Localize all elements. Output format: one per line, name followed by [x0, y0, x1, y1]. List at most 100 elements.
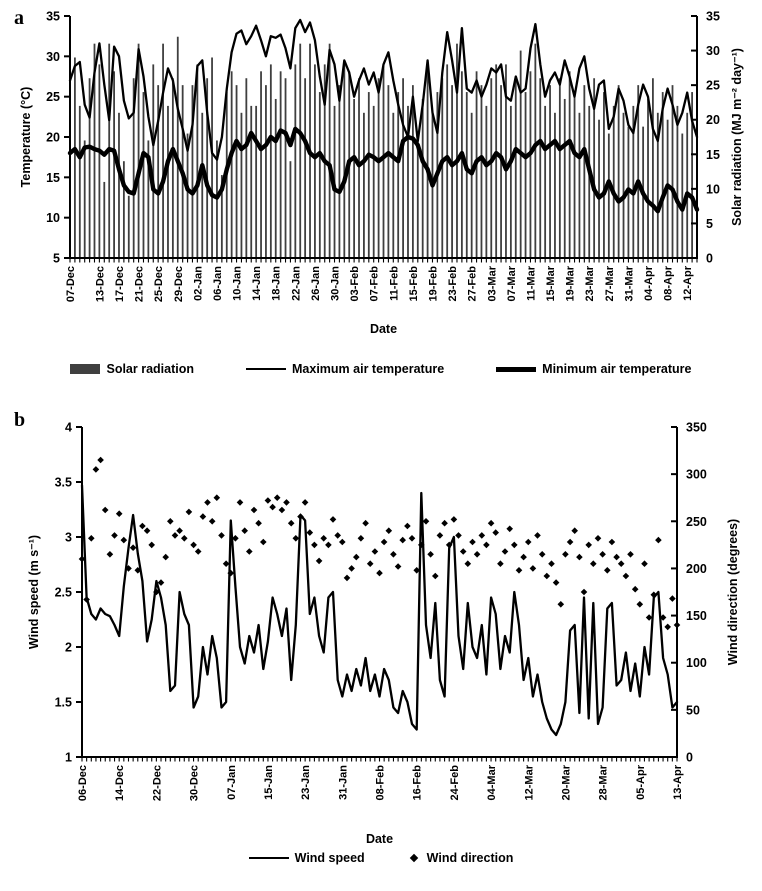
- x-tick-label: 13-Dec: [94, 266, 106, 302]
- y-right-tick-label: 30: [706, 44, 720, 58]
- solar-radiation-bar: [211, 57, 213, 258]
- legend-label-max-temperature: Maximum air temperature: [292, 362, 445, 376]
- wind-direction-marker: [218, 532, 225, 539]
- solar-radiation-bar: [83, 140, 86, 258]
- solar-radiation-bar: [265, 85, 267, 258]
- wind-direction-marker: [604, 567, 611, 574]
- y-right-tick-label: 35: [706, 10, 720, 24]
- x-tick-label: 15-Feb: [408, 266, 420, 302]
- solar-radiation-bar: [397, 92, 400, 258]
- solar-radiation-bar: [568, 71, 571, 258]
- solar-radiation-bar: [392, 112, 395, 258]
- solar-radiation-bar: [147, 140, 150, 258]
- solar-radiation-bar: [118, 112, 120, 258]
- solar-radiation-bar: [451, 85, 453, 258]
- x-tick-label: 29-Dec: [173, 266, 185, 302]
- solar-radiation-bar: [411, 85, 414, 258]
- wind-direction-marker: [534, 532, 541, 539]
- wind-direction-marker: [329, 516, 337, 523]
- solar-radiation-bar: [495, 64, 498, 259]
- wind-direction-marker: [134, 567, 142, 574]
- solar-radiation-bar: [500, 85, 502, 258]
- legend-item-solar-radiation: Solar radiation: [70, 362, 194, 376]
- solar-radiation-bar: [206, 78, 209, 258]
- wind-direction-marker: [222, 560, 230, 567]
- wind-direction-marker: [162, 553, 169, 561]
- wind-direction-marker: [655, 536, 662, 544]
- panel-a-chart: 5 10 15 20 25 30 35 0 5 10 15 20 25 30 35 07-Dec 13-Dec 1…: [19, 10, 744, 337]
- wind-direction-marker: [673, 621, 681, 629]
- x-tick-label: 02-Jan: [192, 266, 204, 301]
- wind-direction-marker: [241, 527, 248, 534]
- y-left-tick-label: 1.5: [55, 696, 72, 710]
- solar-radiation-bar: [338, 85, 341, 258]
- x-tick-label: 31-Jan: [337, 765, 349, 800]
- wind-direction-marker: [571, 527, 578, 534]
- x-tick-label: 30-Dec: [189, 765, 201, 801]
- wind-direction-marker: [473, 551, 481, 558]
- wind-direction-marker: [580, 588, 588, 596]
- x-tick-label: 22-Jan: [290, 266, 302, 301]
- solar-radiation-bar: [656, 112, 659, 258]
- wind-direction-marker: [594, 535, 602, 542]
- solar-radiation-bar: [382, 64, 385, 259]
- solar-radiation-swatch-icon: [70, 364, 101, 374]
- wind-direction-marker: [260, 538, 267, 546]
- solar-radiation-bar: [274, 98, 277, 258]
- solar-radiation-bar: [255, 105, 258, 258]
- wind-direction-marker: [529, 565, 537, 572]
- wind-speed-line: [80, 484, 679, 737]
- solar-radiation-bar: [113, 71, 115, 258]
- solar-radiation-bar: [245, 78, 248, 258]
- wind-direction-marker: [255, 519, 262, 527]
- y-right-tick-label: 0: [686, 751, 693, 765]
- wind-direction-marker: [315, 557, 323, 565]
- wind-direction-marker: [441, 519, 448, 527]
- wind-direction-marker: [366, 560, 374, 567]
- wind-direction-diamond-icon: [409, 853, 418, 863]
- wind-direction-marker: [636, 601, 644, 608]
- y-right-tick-label: 200: [686, 562, 707, 576]
- wind-direction-marker: [311, 541, 318, 549]
- wind-direction-marker: [455, 532, 462, 539]
- solar-radiation-bar: [607, 133, 610, 258]
- wind-direction-marker: [194, 548, 202, 555]
- x-tick-label: 08-Feb: [375, 765, 387, 801]
- x-tick-label: 07-Dec: [65, 266, 77, 302]
- x-tick-label: 08-Apr: [663, 265, 675, 301]
- y-right-axis-title: Solar radiation (MJ m⁻² day⁻¹): [730, 48, 744, 226]
- wind-direction-marker: [552, 579, 560, 586]
- x-tick-label: 23-Mar: [584, 265, 596, 301]
- y-right-tick-label: 0: [706, 252, 713, 266]
- legend-item-wind-direction: Wind direction: [407, 851, 513, 865]
- solar-radiation-bar: [299, 43, 302, 258]
- legend-item-max-temperature: Maximum air temperature: [246, 362, 444, 376]
- wind-direction-marker: [427, 551, 434, 558]
- wind-direction-marker: [278, 506, 286, 514]
- y-left-tick-label: 2: [65, 641, 72, 655]
- x-tick-label: 20-Mar: [560, 764, 572, 800]
- min-temperature-line-icon: [496, 366, 537, 372]
- wind-direction-marker: [185, 508, 193, 516]
- wind-direction-marker: [641, 560, 648, 567]
- x-tick-label: 19-Feb: [427, 266, 439, 302]
- solar-radiation-bar: [470, 112, 473, 258]
- solar-radiation-bar: [162, 43, 164, 258]
- wind-direction-marker: [157, 579, 165, 586]
- wind-direction-marker: [664, 623, 671, 631]
- solar-radiation-bar: [588, 105, 591, 258]
- y-right-tick-label: 5: [706, 217, 713, 231]
- solar-radiation-bar: [171, 78, 174, 258]
- solar-radiation-bar: [563, 98, 566, 258]
- wind-direction-marker: [497, 560, 504, 567]
- minimum-air-temperature-line: [67, 126, 700, 214]
- wind-direction-marker: [631, 585, 639, 593]
- solar-radiation-bar: [622, 112, 625, 258]
- wind-direction-marker: [650, 591, 658, 599]
- solar-radiation-bar: [509, 105, 512, 258]
- solar-radiation-bar: [78, 105, 81, 258]
- x-axis-title: Date: [370, 322, 397, 336]
- x-tick-label: 18-Jan: [271, 266, 283, 301]
- x-tick-label: 17-Dec: [114, 266, 126, 302]
- solar-radiation-bar: [661, 92, 664, 258]
